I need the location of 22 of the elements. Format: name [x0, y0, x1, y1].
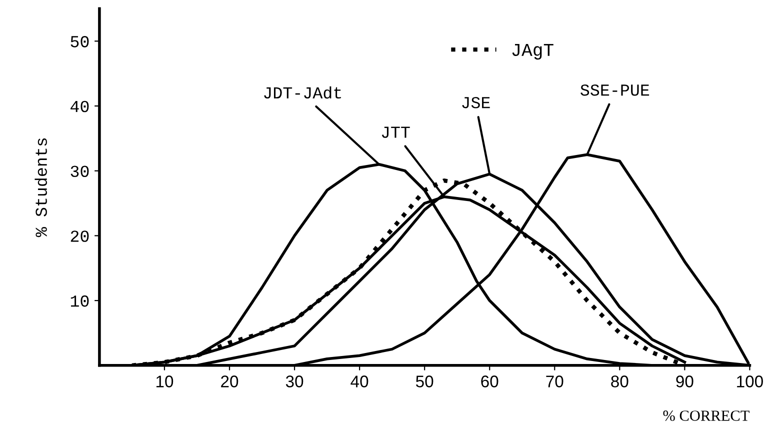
x-tick-label: 90 — [676, 376, 694, 388]
text: JDT-JAdt — [264, 86, 341, 99]
y-tick-label: 40 — [70, 100, 89, 112]
legend-label: JAgT — [512, 44, 554, 60]
x-tick-label: 100 — [737, 376, 763, 388]
y-tick-label: 20 — [70, 230, 89, 242]
y-tick-label: 10 — [70, 295, 89, 307]
x-tick-label: 20 — [221, 376, 238, 388]
y-tick-label: 50 — [70, 36, 89, 48]
x-tick-label: 10 — [156, 376, 174, 388]
y-tick-label: 30 — [70, 166, 89, 178]
text: JSE — [462, 96, 490, 108]
y-axis-title: % Students — [34, 138, 48, 238]
text: SSE-PUE — [580, 84, 650, 96]
x-tick-label: 80 — [611, 376, 628, 388]
text: JTT — [382, 126, 410, 138]
x-tick-label: 30 — [286, 376, 304, 388]
x-tick-label: 50 — [416, 376, 434, 388]
x-tick-label: 70 — [546, 376, 564, 388]
x-axis-title: % CORRECT — [663, 410, 750, 421]
x-tick-label: 40 — [350, 376, 368, 388]
x-tick-label: 60 — [481, 376, 498, 388]
